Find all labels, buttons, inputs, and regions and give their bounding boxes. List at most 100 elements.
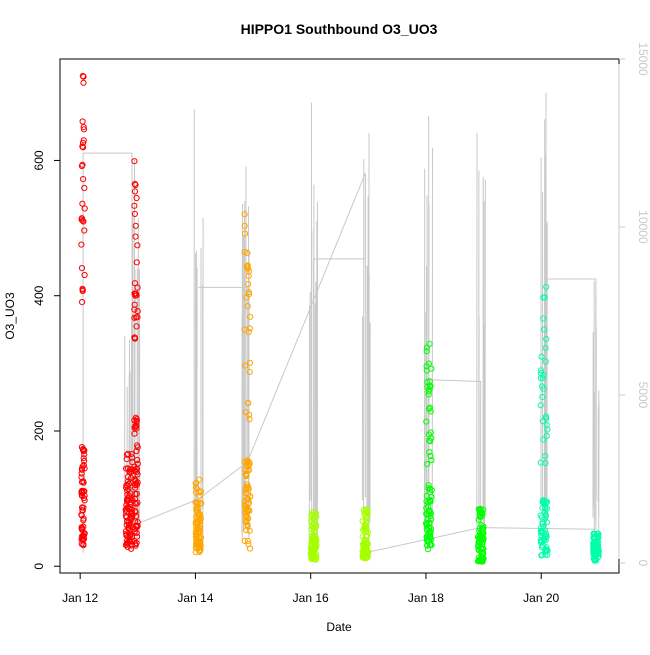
data-point (540, 294, 547, 301)
data-point (132, 222, 139, 229)
data-point (197, 500, 204, 507)
data-point (134, 284, 141, 291)
data-point (427, 512, 434, 520)
x-tick-label: Jan 20 (523, 591, 559, 605)
data-point (244, 265, 251, 272)
data-point (543, 421, 550, 428)
data-point (79, 525, 86, 532)
altitude-layer (82, 92, 600, 554)
data-point (539, 528, 546, 535)
data-point (81, 271, 88, 279)
data-point (242, 471, 249, 478)
data-point (123, 521, 130, 529)
data-point (541, 326, 548, 333)
data-point (81, 497, 88, 504)
data-point (80, 542, 87, 549)
data-point (245, 289, 252, 296)
data-point (241, 249, 248, 256)
data-point (192, 521, 200, 528)
data-point (123, 537, 131, 544)
data-point (133, 418, 140, 425)
data-point (243, 514, 250, 521)
data-point (128, 506, 135, 513)
data-point (475, 506, 482, 513)
y-tick-label: 600 (32, 150, 46, 170)
data-point (194, 505, 201, 512)
data-point (133, 501, 140, 508)
data-point (539, 383, 546, 390)
data-point (590, 543, 597, 551)
altitude-connector (246, 173, 366, 533)
data-point (78, 265, 86, 272)
altitude-spike (193, 109, 204, 546)
data-point (131, 424, 138, 431)
altitude-connector (365, 379, 482, 554)
data-point (133, 194, 140, 202)
data-point (80, 532, 87, 539)
data-point (123, 484, 130, 491)
data-point (132, 484, 139, 491)
data-point (196, 476, 203, 483)
data-point (540, 436, 547, 443)
data-point (427, 452, 434, 460)
data-point (241, 222, 248, 229)
data-point (197, 546, 204, 553)
data-point (543, 283, 550, 290)
data-point (79, 285, 86, 292)
data-point (245, 281, 252, 288)
x-axis-label: Date (326, 620, 352, 634)
data-point (309, 509, 316, 516)
data-point (542, 358, 549, 365)
data-point (123, 541, 130, 548)
data-point (475, 547, 483, 554)
data-point (364, 509, 371, 516)
data-point (134, 308, 141, 315)
data-point (78, 241, 85, 248)
data-point (477, 555, 484, 563)
data-point (133, 539, 140, 547)
data-point (360, 550, 368, 557)
series-flight-4 (422, 340, 487, 565)
data-point (193, 545, 200, 552)
data-point (134, 242, 141, 249)
data-point (426, 405, 433, 412)
data-point (594, 540, 601, 547)
data-point (310, 524, 317, 532)
y2-ticks: 0 5000 10000 15000 (619, 42, 650, 567)
data-point (425, 388, 432, 395)
data-point (424, 461, 431, 468)
data-point (543, 335, 550, 343)
chart-title: HIPPO1 Southbound O3_UO3 (241, 21, 438, 37)
data-point (192, 480, 199, 487)
data-point (131, 280, 138, 287)
data-point (244, 538, 251, 545)
data-point (309, 511, 316, 518)
data-point (245, 490, 252, 498)
data-point (595, 549, 602, 556)
data-point (243, 294, 250, 301)
data-point (131, 202, 138, 209)
data-point (132, 477, 139, 484)
data-point (133, 323, 140, 330)
data-point (244, 262, 251, 269)
data-point (542, 511, 549, 518)
data-point (590, 540, 597, 547)
data-point (245, 515, 252, 522)
data-point (423, 418, 430, 425)
data-point (79, 463, 86, 470)
data-point (308, 544, 315, 551)
data-point (543, 544, 550, 551)
data-point (424, 542, 431, 549)
data-point (479, 530, 486, 537)
y2-tick-label: 5000 (636, 382, 650, 409)
data-point (79, 139, 87, 146)
data-point (591, 554, 598, 561)
data-point (194, 542, 201, 549)
y-axis-label: O3_UO3 (3, 292, 17, 340)
data-point (133, 259, 140, 266)
altitude-connector (82, 152, 248, 553)
altitude-spike (476, 132, 486, 549)
data-point (79, 200, 86, 207)
y2-axis: 0 5000 10000 15000 (618, 42, 650, 567)
data-point (364, 554, 371, 561)
